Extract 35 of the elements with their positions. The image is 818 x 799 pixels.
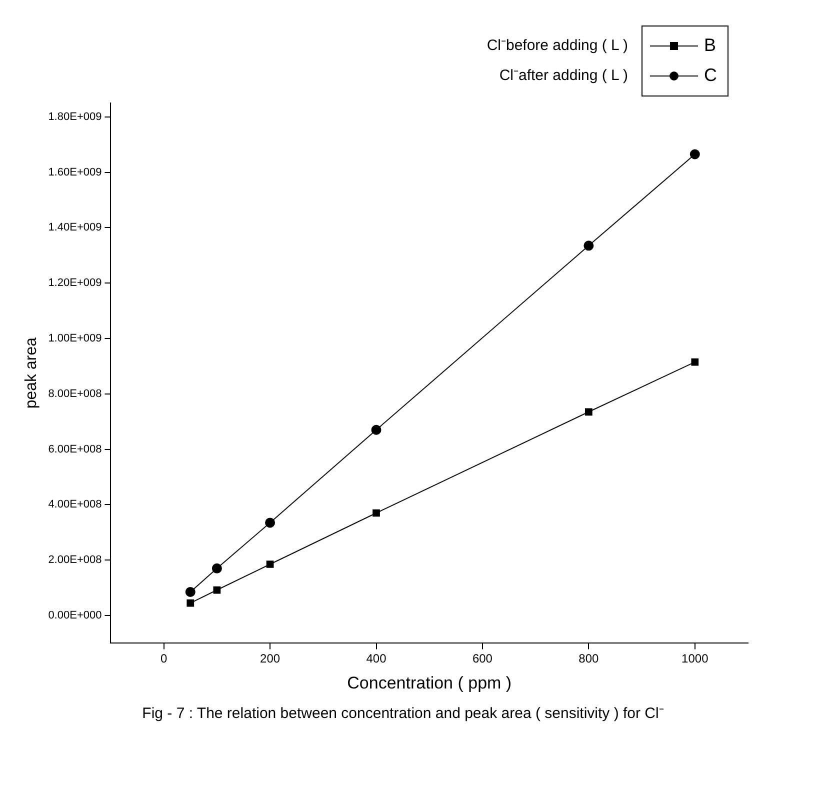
x-axis-title: Concentration ( ppm )	[347, 673, 512, 692]
y-tick-label: 4.00E+008	[48, 498, 102, 511]
y-tick-label: 1.20E+009	[48, 277, 102, 290]
point	[265, 518, 276, 528]
y-tick-label: 2.00E+008	[48, 554, 102, 566]
point	[185, 586, 196, 597]
point	[213, 586, 221, 594]
x-tick-label: 1000	[682, 652, 709, 666]
point	[266, 560, 274, 568]
y-tick-label: 1.60E+009	[48, 166, 102, 178]
point	[690, 149, 700, 160]
x-tick-label: 400	[366, 652, 387, 666]
text: Cl⁻after adding ( L )	[499, 67, 628, 84]
x-tick-label: 200	[260, 652, 280, 666]
legend-label: B	[704, 34, 716, 55]
y-tick-label: 1.00E+009	[48, 332, 102, 345]
y-axis-title: peak area	[23, 337, 40, 409]
point	[212, 563, 222, 574]
y-tick-label: 6.00E+008	[48, 443, 102, 456]
x-tick-label: 600	[472, 652, 493, 666]
y-tick-label: 8.00E+008	[48, 388, 102, 400]
point	[371, 424, 382, 435]
point	[372, 509, 380, 517]
y-tick-label: 1.80E+009	[48, 110, 102, 123]
x-tick-label: 0	[160, 652, 168, 666]
legend-label: C	[704, 64, 717, 85]
text: Cl⁻before adding ( L )	[486, 37, 628, 54]
y-tick-label: 0.00E+000	[48, 610, 102, 622]
x-tick-label: 800	[578, 652, 600, 666]
text: Fig - 7 : The relation between concentration and peak area ( sensitivity ) for Cl⁻	[141, 704, 665, 722]
point	[585, 408, 592, 416]
y-tick-label: 1.40E+009	[48, 222, 102, 234]
point	[691, 358, 699, 366]
point	[584, 240, 594, 251]
point	[186, 599, 194, 607]
